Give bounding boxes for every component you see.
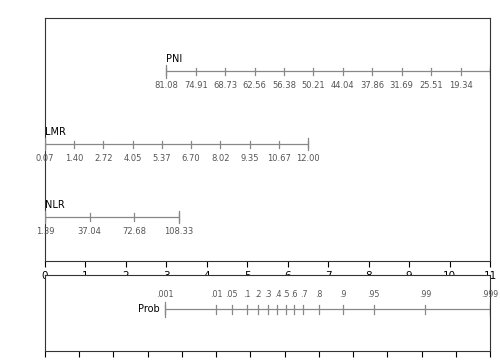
Text: .5: .5 xyxy=(282,290,290,299)
Text: 12.00: 12.00 xyxy=(296,154,320,163)
Text: 31.69: 31.69 xyxy=(390,81,413,90)
Text: 1.39: 1.39 xyxy=(36,227,54,236)
Text: .2: .2 xyxy=(254,290,262,299)
Text: 108.33: 108.33 xyxy=(164,227,193,236)
Text: 1.40: 1.40 xyxy=(65,154,84,163)
Text: NLR: NLR xyxy=(45,200,65,210)
Text: .01: .01 xyxy=(210,290,222,299)
Text: .4: .4 xyxy=(274,290,281,299)
Text: .99: .99 xyxy=(419,290,431,299)
Text: .05: .05 xyxy=(226,290,238,299)
Text: 0.07: 0.07 xyxy=(36,154,54,163)
Text: 37.04: 37.04 xyxy=(78,227,102,236)
Text: 25.51: 25.51 xyxy=(420,81,443,90)
Text: .8: .8 xyxy=(315,290,322,299)
Text: 74.91: 74.91 xyxy=(184,81,208,90)
Text: 4.05: 4.05 xyxy=(124,154,142,163)
Text: 81.08: 81.08 xyxy=(154,81,178,90)
Text: PNI: PNI xyxy=(166,54,182,64)
Text: .1: .1 xyxy=(243,290,250,299)
Text: 56.38: 56.38 xyxy=(272,81,296,90)
Text: .3: .3 xyxy=(264,290,272,299)
Text: 19.34: 19.34 xyxy=(448,81,472,90)
Text: .001: .001 xyxy=(156,290,174,299)
Text: .6: .6 xyxy=(290,290,298,299)
Text: LMR: LMR xyxy=(45,127,66,137)
Text: .95: .95 xyxy=(368,290,380,299)
Text: 2.72: 2.72 xyxy=(94,154,112,163)
X-axis label: Score: Score xyxy=(253,285,282,295)
Text: 68.73: 68.73 xyxy=(213,81,238,90)
Text: 10.67: 10.67 xyxy=(267,154,290,163)
Text: 9.35: 9.35 xyxy=(240,154,259,163)
Text: .999: .999 xyxy=(482,290,498,299)
Text: .9: .9 xyxy=(339,290,346,299)
Text: 6.70: 6.70 xyxy=(182,154,201,163)
Text: Prob: Prob xyxy=(138,304,160,314)
Text: 62.56: 62.56 xyxy=(242,81,266,90)
Text: 44.04: 44.04 xyxy=(331,81,354,90)
Text: 50.21: 50.21 xyxy=(302,81,326,90)
Text: 5.37: 5.37 xyxy=(152,154,171,163)
Text: 37.86: 37.86 xyxy=(360,81,384,90)
Text: .7: .7 xyxy=(300,290,307,299)
Text: 72.68: 72.68 xyxy=(122,227,146,236)
Text: 8.02: 8.02 xyxy=(211,154,230,163)
